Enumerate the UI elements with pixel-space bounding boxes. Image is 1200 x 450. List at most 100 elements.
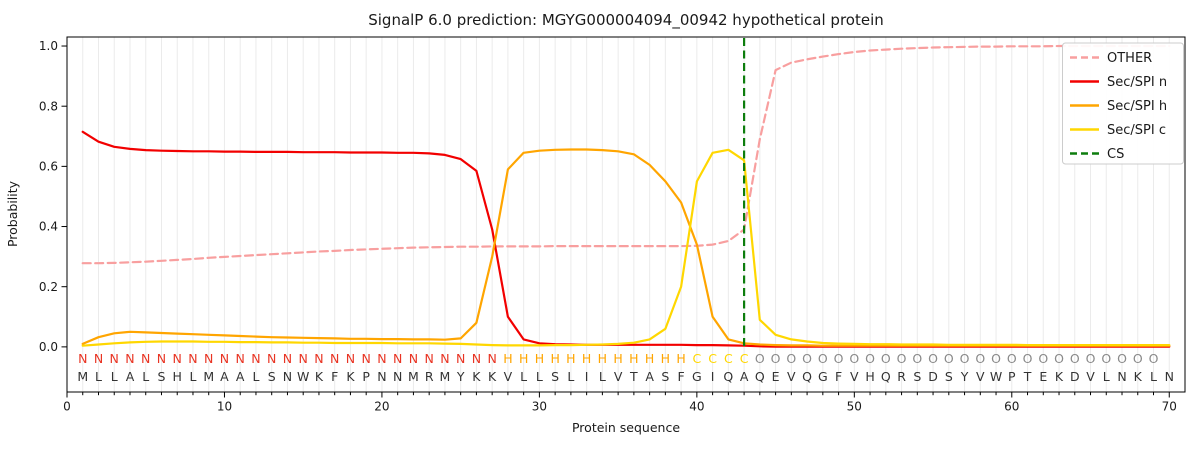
- sequence-letter: L: [142, 369, 149, 384]
- region-label-letter: N: [110, 351, 119, 366]
- region-label-letter: N: [487, 351, 496, 366]
- sequence-letter: T: [1023, 369, 1032, 384]
- region-label-letter: O: [1133, 351, 1143, 366]
- y-tick-label: 0.0: [39, 340, 58, 354]
- region-label-letter: O: [881, 351, 891, 366]
- sequence-letter: S: [158, 369, 166, 384]
- region-label-letter: O: [928, 351, 938, 366]
- region-label-letter: N: [314, 351, 323, 366]
- region-label-letter: O: [1086, 351, 1096, 366]
- region-label-letter: N: [267, 351, 276, 366]
- region-label-letter: N: [377, 351, 386, 366]
- region-label-letter: C: [692, 351, 701, 366]
- x-tick-label: 20: [374, 400, 389, 414]
- legend-label: Sec/SPI n: [1107, 75, 1167, 90]
- sequence-letter: G: [692, 369, 702, 384]
- region-label-letter: O: [1070, 351, 1080, 366]
- x-axis-label: Protein sequence: [572, 420, 680, 435]
- series-line-Sec-SPI-n: [81, 130, 1171, 348]
- region-label-letter: N: [173, 351, 182, 366]
- region-label-letter: C: [740, 351, 749, 366]
- region-label-letter: O: [975, 351, 985, 366]
- x-tick-label: 50: [847, 400, 862, 414]
- sequence-letter: N: [393, 369, 402, 384]
- region-label-letter: O: [755, 351, 765, 366]
- sequence-letter: V: [504, 369, 513, 384]
- sequence-letter: A: [220, 369, 229, 384]
- region-label-letter: N: [299, 351, 308, 366]
- sequence-letter: S: [551, 369, 559, 384]
- region-label-letter: N: [362, 351, 371, 366]
- region-label-letter: N: [78, 351, 87, 366]
- sequence-letter: T: [629, 369, 638, 384]
- legend-label: CS: [1107, 147, 1124, 162]
- sequence-letter: A: [126, 369, 135, 384]
- sequence-letter: A: [236, 369, 245, 384]
- sequence-letter: K: [1055, 369, 1064, 384]
- region-label-letter: O: [818, 351, 828, 366]
- y-tick-label: 0.6: [39, 160, 58, 174]
- sequence-letter: Q: [755, 369, 765, 384]
- sequence-letter: A: [740, 369, 749, 384]
- sequence-letter: K: [315, 369, 324, 384]
- region-label-letter: H: [550, 351, 559, 366]
- region-label-letter: O: [1007, 351, 1017, 366]
- region-label-letter: N: [346, 351, 355, 366]
- region-label-letter: O: [1101, 351, 1111, 366]
- region-label-letter: H: [598, 351, 607, 366]
- sequence-letter: V: [787, 369, 796, 384]
- region-label-letter: N: [125, 351, 134, 366]
- sequence-letter: H: [865, 369, 874, 384]
- axis-ticks: 0 10 20 30 40 50 60 70 0.0 0.2 0.4 0.6 0.8 1.0: [39, 39, 1177, 413]
- region-label-letter: O: [771, 351, 781, 366]
- region-label-letter: N: [330, 351, 339, 366]
- region-label-letter: H: [582, 351, 591, 366]
- sequence-letter: L: [520, 369, 527, 384]
- sequence-letter: F: [331, 369, 338, 384]
- sequence-letter: F: [678, 369, 685, 384]
- x-tick-label: 10: [217, 400, 232, 414]
- sequence-letter: M: [440, 369, 451, 384]
- sequence-letter: I: [585, 369, 589, 384]
- sequence-letter: S: [661, 369, 669, 384]
- sequence-letter: K: [472, 369, 481, 384]
- sequence-letter: M: [408, 369, 419, 384]
- region-label-letter: O: [834, 351, 844, 366]
- legend-label: Sec/SPI h: [1107, 99, 1167, 114]
- sequence-letter: L: [1150, 369, 1157, 384]
- sequence-letter: R: [897, 369, 906, 384]
- sequence-letter: E: [772, 369, 780, 384]
- region-label-letter: N: [251, 351, 260, 366]
- region-label-letter: N: [409, 351, 418, 366]
- region-label-letter: H: [519, 351, 528, 366]
- legend-label: OTHER: [1107, 51, 1152, 66]
- region-label-letter: O: [1023, 351, 1033, 366]
- chart-title: SignalP 6.0 prediction: MGYG000004094_00…: [368, 11, 884, 30]
- region-label-letter: N: [94, 351, 103, 366]
- sequence-letter: G: [818, 369, 828, 384]
- plot-border: [66, 36, 1186, 393]
- region-label-letter: H: [661, 351, 670, 366]
- sequence-letter: L: [252, 369, 259, 384]
- sequence-letter: M: [203, 369, 214, 384]
- region-label-letter: O: [1149, 351, 1159, 366]
- sequence-letter: D: [928, 369, 938, 384]
- sequence-letter: Q: [723, 369, 733, 384]
- series-line-OTHER: [81, 44, 1171, 265]
- region-label-letter: N: [456, 351, 465, 366]
- region-label-letter: H: [535, 351, 544, 366]
- sequence-letter: N: [283, 369, 292, 384]
- series-line-Sec-SPI-h: [81, 148, 1171, 347]
- sequence-letter: Y: [960, 369, 969, 384]
- sequence-letters: NMNLNLNANLNSNHNLNMNANANLNSNNNWNKNFNKNPNN…: [77, 351, 1174, 384]
- sequence-letter: V: [976, 369, 985, 384]
- region-label-letter: O: [1038, 351, 1048, 366]
- sequence-letter: L: [95, 369, 102, 384]
- y-tick-label: 0.2: [39, 280, 58, 294]
- region-label-letter: H: [503, 351, 512, 366]
- region-label-letter: O: [991, 351, 1001, 366]
- region-label-letter: O: [897, 351, 907, 366]
- series-line-Sec-SPI-c: [81, 148, 1171, 347]
- sequence-letter: L: [111, 369, 118, 384]
